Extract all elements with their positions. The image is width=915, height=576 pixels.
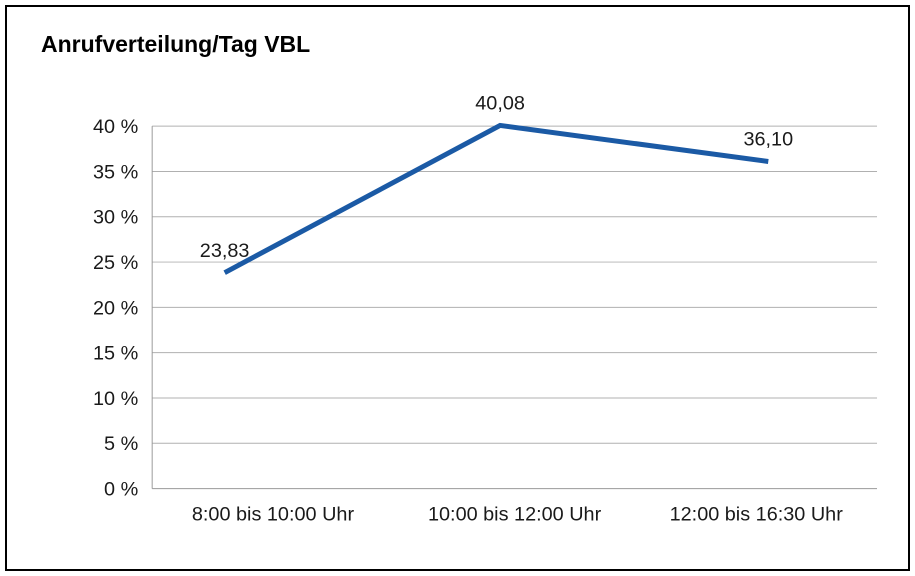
y-tick-label: 30 % xyxy=(93,207,138,229)
y-tick-label: 40 % xyxy=(93,116,138,138)
chart-frame: Anrufverteilung/Tag VBL 0 % 5 % 10 % 15 % 20… xyxy=(5,5,910,571)
chart-title: Anrufverteilung/Tag VBL xyxy=(41,31,311,57)
y-tick-label: 35 % xyxy=(93,161,138,183)
x-category-label: 8:00 bis 10:00 Uhr xyxy=(192,503,355,525)
y-tick-label: 10 % xyxy=(93,388,138,410)
y-tick-label: 0 % xyxy=(104,479,138,501)
data-point-label: 23,83 xyxy=(200,240,250,262)
line-chart: 0 % 5 % 10 % 15 % 20 % 25 % 30 % 35 % 40 % 8:00 b… xyxy=(93,93,878,525)
x-category-label: 10:00 bis 12:00 Uhr xyxy=(428,503,602,525)
data-point-label: 40,08 xyxy=(475,93,525,115)
y-tick-label: 15 % xyxy=(93,343,138,365)
data-point-label: 36,10 xyxy=(743,129,793,151)
y-tick-label: 5 % xyxy=(104,433,138,455)
y-tick-label: 20 % xyxy=(93,297,138,319)
y-tick-label: 25 % xyxy=(93,252,138,274)
data-series-line xyxy=(223,122,769,275)
x-category-label: 12:00 bis 16:30 Uhr xyxy=(670,503,844,525)
